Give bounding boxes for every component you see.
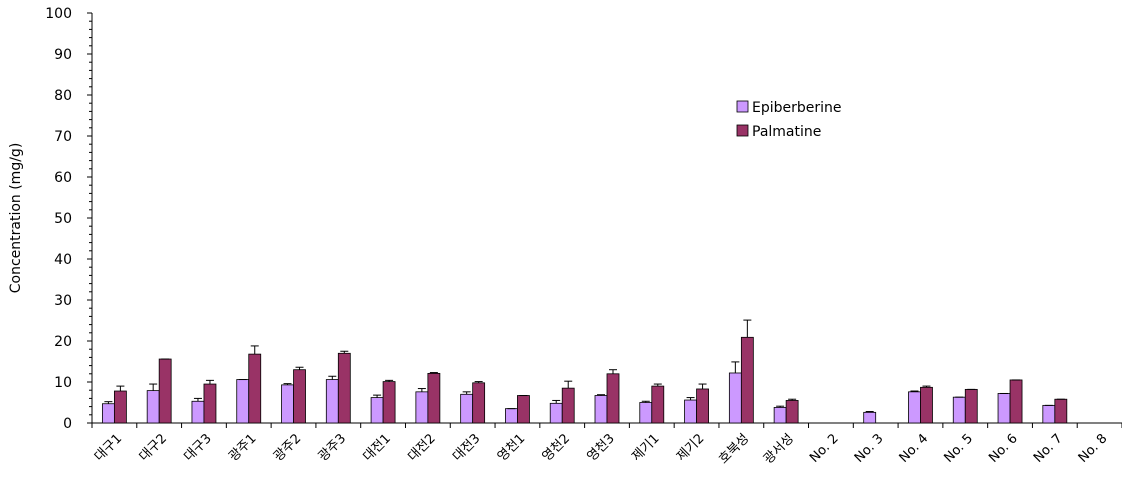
x-category-label: 광주3 (316, 431, 349, 464)
x-category-label: 대구2 (137, 431, 170, 464)
x-category-label: No. 8 (1076, 431, 1111, 466)
y-tick-label: 20 (54, 334, 72, 350)
x-ticks: 대구1 대구2 대구3 광주1 광주2 광주3 대전1 대전2 대전3 영천1 영천2 영천3 제기1 제… (91, 423, 1122, 467)
legend-swatch-palmatine (736, 124, 749, 137)
x-category-label: 대전2 (405, 431, 438, 464)
y-tick-label: 0 (63, 416, 72, 432)
bar-palmatine (203, 383, 217, 424)
bar-palmatine (427, 372, 441, 424)
bar-palmatine (1009, 379, 1023, 424)
bar-epiberberine (639, 402, 653, 424)
y-tick-label: 50 (54, 211, 72, 227)
bar-epiberberine (1042, 404, 1056, 424)
bar-palmatine (696, 388, 709, 424)
bar-epiberberine (908, 391, 921, 424)
x-category-label: 대전1 (361, 431, 394, 464)
bar-palmatine (785, 400, 799, 424)
x-category-label: No. 4 (897, 431, 932, 466)
x-category-label: 대구3 (181, 431, 214, 464)
legend-label-epiberberine: Epiberberine (752, 100, 842, 116)
bar-palmatine (113, 390, 127, 424)
bar-epiberberine (146, 390, 160, 424)
y-axis-title: Concentration (mg/g) (8, 143, 24, 294)
y-tick-label: 10 (54, 375, 72, 391)
bar-palmatine (651, 385, 665, 424)
x-category-label: 호북성 (716, 431, 752, 467)
bars (101, 336, 1068, 424)
x-category-label: No. 6 (986, 431, 1021, 466)
bar-palmatine (382, 381, 396, 424)
bar-epiberberine (191, 400, 205, 424)
y-tick-label: 70 (54, 129, 72, 145)
legend-label-palmatine: Palmatine (752, 124, 821, 140)
y-ticks: 0 10 20 30 40 50 60 70 80 90 100 (45, 6, 92, 432)
legend: Epiberberine Palmatine (736, 100, 842, 140)
bar-epiberberine (370, 397, 384, 424)
bar-palmatine (472, 382, 486, 424)
bar-palmatine (337, 352, 351, 424)
bar-epiberberine (281, 384, 294, 424)
x-category-label: 제기2 (674, 431, 707, 464)
y-tick-label: 30 (54, 293, 72, 309)
bar-epiberberine (594, 395, 608, 424)
x-category-label: No. 2 (807, 431, 842, 466)
bar-palmatine (158, 358, 172, 424)
axes (91, 13, 1122, 424)
bar-epiberberine (773, 407, 787, 424)
x-category-label: 대전3 (450, 431, 483, 464)
y-tick-label: 90 (54, 47, 72, 63)
bar-epiberberine (325, 379, 339, 424)
bar-palmatine (606, 373, 620, 424)
bar-epiberberine (460, 393, 474, 424)
bar-epiberberine (684, 399, 697, 424)
x-category-label: 광주2 (271, 431, 304, 464)
error-bars (104, 319, 1065, 413)
x-category-label: 광서성 (761, 431, 797, 467)
x-category-label: No. 5 (941, 431, 976, 466)
x-category-label: 제기1 (629, 431, 662, 464)
bar-palmatine (1054, 398, 1068, 424)
bar-epiberberine (101, 403, 115, 424)
bar-palmatine (740, 336, 754, 424)
bar-palmatine (248, 353, 262, 424)
legend-swatch-epiberberine (736, 100, 749, 113)
bar-palmatine (293, 369, 306, 424)
y-tick-label: 80 (54, 88, 72, 104)
x-category-label: 영천2 (540, 431, 573, 464)
y-tick-label: 60 (54, 170, 72, 186)
bar-epiberberine (952, 396, 966, 424)
bar-palmatine (920, 386, 933, 424)
bar-epiberberine (863, 411, 877, 424)
x-category-label: 영천1 (495, 431, 528, 464)
bar-palmatine (517, 395, 530, 424)
bar-epiberberine (997, 393, 1011, 424)
bar-epiberberine (505, 408, 518, 424)
x-category-label: 영천3 (584, 431, 617, 464)
bar-epiberberine (236, 379, 250, 424)
bar-epiberberine (415, 391, 429, 424)
x-category-label: No. 7 (1031, 431, 1066, 466)
bar-epiberberine (728, 372, 742, 424)
bar-palmatine (561, 387, 575, 424)
x-category-label: 광주1 (226, 431, 259, 464)
x-category-label: No. 3 (852, 431, 887, 466)
y-tick-label: 40 (54, 252, 72, 268)
y-tick-label: 100 (45, 6, 72, 22)
bar-palmatine (964, 388, 978, 424)
x-category-label: 대구1 (92, 431, 125, 464)
bar-epiberberine (549, 402, 563, 424)
